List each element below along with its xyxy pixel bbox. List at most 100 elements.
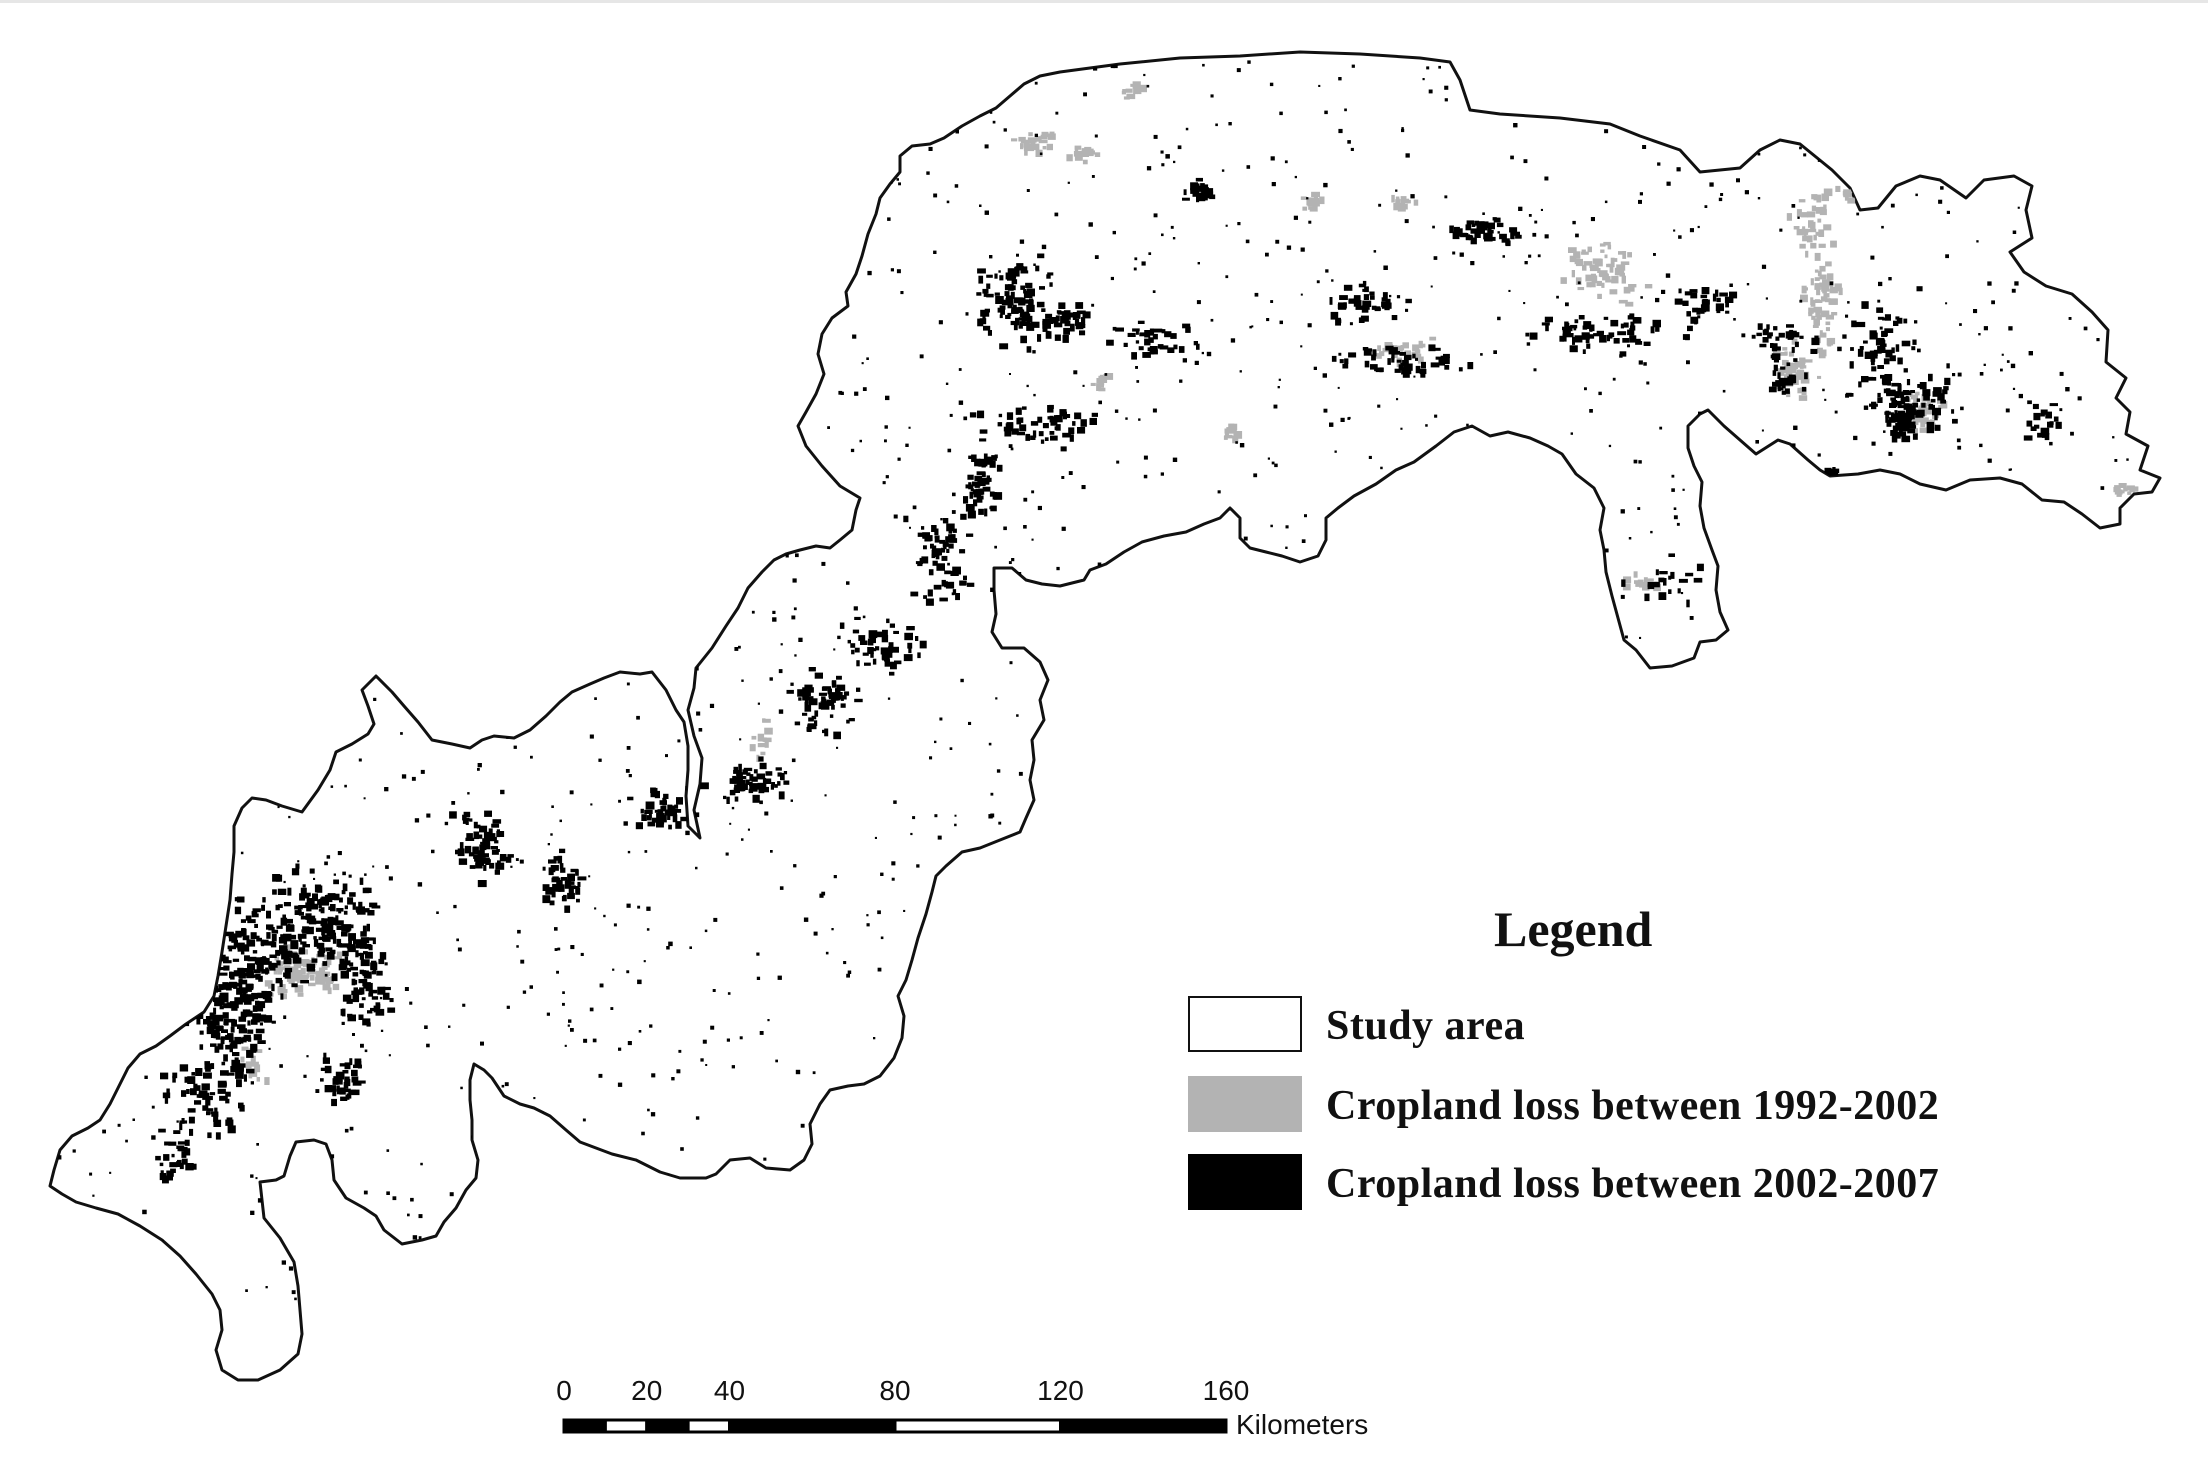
- loss-2002-2007-pixel: [1201, 351, 1204, 355]
- loss-2002-2007-pixel: [335, 1071, 345, 1077]
- loss-2002-2007-pixel: [1692, 307, 1698, 313]
- loss-2002-2007-pixel: [290, 940, 299, 944]
- loss-2002-2007-pixel: [1023, 299, 1029, 304]
- loss-2002-2007-pixel: [1774, 465, 1778, 469]
- loss-2002-2007-pixel: [976, 471, 986, 476]
- loss-1992-2002-pixel: [291, 968, 296, 973]
- loss-2002-2007-pixel: [882, 481, 886, 485]
- loss-2002-2007-pixel: [2144, 1232, 2148, 1236]
- loss-2002-2007-pixel: [947, 448, 952, 453]
- loss-2002-2007-pixel: [55, 376, 59, 380]
- loss-2002-2007-pixel: [369, 422, 373, 426]
- loss-2002-2007-pixel: [1634, 317, 1640, 324]
- loss-2002-2007-pixel: [329, 950, 336, 954]
- loss-2002-2007-pixel: [1472, 608, 1477, 613]
- loss-2002-2007-pixel: [159, 1162, 164, 1167]
- scale-bar-segments: [562, 1418, 1228, 1434]
- loss-2002-2007-pixel: [58, 556, 63, 561]
- loss-2002-2007-pixel: [1682, 488, 1685, 491]
- loss-2002-2007-pixel: [384, 160, 388, 164]
- loss-2002-2007-pixel: [2031, 801, 2035, 805]
- loss-2002-2007-pixel: [1658, 592, 1667, 600]
- loss-2002-2007-pixel: [991, 455, 997, 461]
- loss-2002-2007-pixel: [1148, 337, 1154, 343]
- loss-2002-2007-pixel: [590, 803, 593, 806]
- loss-2002-2007-pixel: [804, 701, 809, 707]
- loss-2002-2007-pixel: [300, 941, 307, 945]
- loss-2002-2007-pixel: [214, 942, 218, 949]
- loss-2002-2007-pixel: [1147, 347, 1152, 352]
- loss-2002-2007-pixel: [854, 647, 860, 653]
- loss-2002-2007-pixel: [866, 923, 870, 927]
- loss-2002-2007-pixel: [610, 1311, 613, 1315]
- loss-2002-2007-pixel: [1158, 710, 1161, 713]
- loss-2002-2007-pixel: [831, 488, 834, 491]
- loss-2002-2007-pixel: [237, 1024, 246, 1029]
- loss-2002-2007-pixel: [368, 330, 372, 334]
- loss-2002-2007-pixel: [808, 667, 816, 672]
- loss-2002-2007-pixel: [1676, 167, 1681, 172]
- loss-2002-2007-pixel: [184, 1139, 190, 1146]
- loss-1992-2002-pixel: [1796, 229, 1803, 236]
- loss-2002-2007-pixel: [2103, 1254, 2106, 1258]
- loss-2002-2007-pixel: [220, 817, 224, 822]
- loss-2002-2007-pixel: [958, 890, 962, 894]
- loss-2002-2007-pixel: [2121, 738, 2126, 743]
- loss-2002-2007-pixel: [68, 142, 72, 146]
- loss-2002-2007-pixel: [1586, 1362, 1590, 1367]
- loss-2002-2007-pixel: [1031, 1212, 1035, 1215]
- loss-2002-2007-pixel: [176, 1369, 179, 1372]
- loss-2002-2007-pixel: [2131, 414, 2136, 419]
- loss-2002-2007-pixel: [213, 997, 222, 1003]
- loss-2002-2007-pixel: [306, 898, 315, 905]
- loss-2002-2007-pixel: [851, 649, 855, 655]
- loss-2002-2007-pixel: [1065, 1072, 1069, 1075]
- loss-2002-2007-pixel: [1040, 595, 1044, 599]
- loss-2002-2007-pixel: [731, 1243, 734, 1246]
- loss-2002-2007-pixel: [1804, 1364, 1808, 1368]
- loss-2002-2007-pixel: [1142, 352, 1151, 358]
- loss-2002-2007-pixel: [700, 159, 705, 163]
- loss-2002-2007-pixel: [585, 652, 588, 655]
- loss-2002-2007-pixel: [1062, 432, 1071, 438]
- loss-2002-2007-pixel: [467, 400, 471, 404]
- loss-1992-2002-pixel: [292, 974, 302, 978]
- loss-1992-2002-pixel: [1417, 356, 1424, 364]
- loss-2002-2007-pixel: [626, 468, 630, 472]
- loss-2002-2007-pixel: [1775, 336, 1780, 341]
- loss-2002-2007-pixel: [342, 1070, 349, 1074]
- loss-2002-2007-pixel: [236, 987, 243, 995]
- loss-2002-2007-pixel: [869, 636, 876, 644]
- loss-2002-2007-pixel: [994, 454, 998, 459]
- loss-2002-2007-pixel: [1136, 380, 1140, 383]
- loss-2002-2007-pixel: [1110, 1121, 1113, 1125]
- loss-2002-2007-pixel: [1112, 326, 1117, 331]
- loss-2002-2007-pixel: [696, 711, 701, 716]
- loss-2002-2007-pixel: [455, 1384, 458, 1387]
- loss-1992-2002-pixel: [1391, 194, 1395, 203]
- loss-1992-2002-pixel: [1133, 87, 1138, 95]
- loss-2002-2007-pixel: [1791, 204, 1796, 208]
- loss-2002-2007-pixel: [657, 809, 664, 817]
- loss-2002-2007-pixel: [726, 1038, 730, 1042]
- loss-2002-2007-pixel: [1408, 1247, 1413, 1252]
- loss-1992-2002-pixel: [763, 737, 772, 743]
- loss-2002-2007-pixel: [2122, 1287, 2125, 1291]
- loss-2002-2007-pixel: [2104, 1263, 2108, 1267]
- loss-2002-2007-pixel: [1060, 446, 1067, 452]
- loss-2002-2007-pixel: [362, 1018, 371, 1026]
- loss-2002-2007-pixel: [426, 813, 431, 818]
- loss-2002-2007-pixel: [861, 362, 864, 365]
- loss-1992-2002-pixel: [1628, 286, 1635, 292]
- loss-2002-2007-pixel: [212, 1377, 216, 1380]
- loss-2002-2007-pixel: [2059, 371, 2064, 376]
- loss-2002-2007-pixel: [1912, 402, 1919, 408]
- loss-2002-2007-pixel: [569, 599, 574, 604]
- loss-2002-2007-pixel: [1871, 564, 1875, 568]
- loss-2002-2007-pixel: [127, 99, 130, 102]
- loss-2002-2007-pixel: [135, 166, 140, 171]
- loss-2002-2007-pixel: [244, 725, 248, 730]
- loss-2002-2007-pixel: [290, 942, 299, 950]
- loss-2002-2007-pixel: [685, 830, 690, 836]
- loss-2002-2007-pixel: [529, 985, 533, 989]
